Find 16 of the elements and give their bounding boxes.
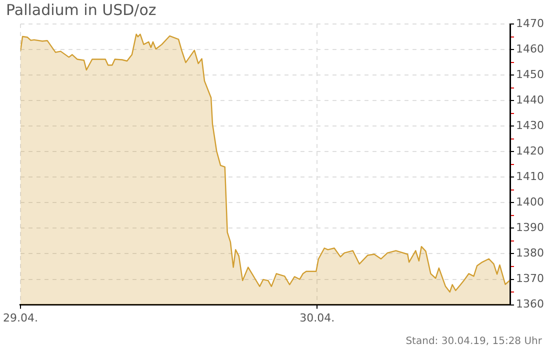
y-tick-label: 1390 [516,221,544,234]
y-tick-label: 1380 [516,246,544,260]
x-tick-label: 29.04. [2,311,38,324]
y-tick-label: 1370 [516,272,544,286]
y-tick-label: 1400 [516,196,544,209]
y-tick-label: 1410 [516,170,544,184]
chart-title: Palladium in USD/oz [6,0,156,19]
text: Stand: 30.04.19, 15:28 Uhr [406,336,542,347]
y-tick-label: 1460 [516,42,544,56]
y-tick-label: 1360 [516,298,544,311]
y-tick-label: 1420 [516,144,544,158]
y-tick-label: 1430 [516,118,544,132]
x-tick-label: 30.04. [300,311,335,324]
y-tick-label: 1450 [516,68,544,81]
y-tick-label: 1470 [516,16,544,30]
y-tick-label: 1440 [516,93,544,106]
